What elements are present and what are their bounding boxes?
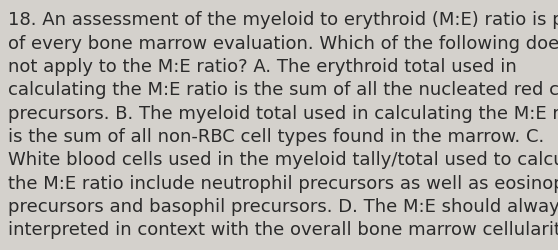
Text: 18. An assessment of the myeloid to erythroid (M:E) ratio is part
of every bone : 18. An assessment of the myeloid to eryt… bbox=[8, 11, 558, 238]
